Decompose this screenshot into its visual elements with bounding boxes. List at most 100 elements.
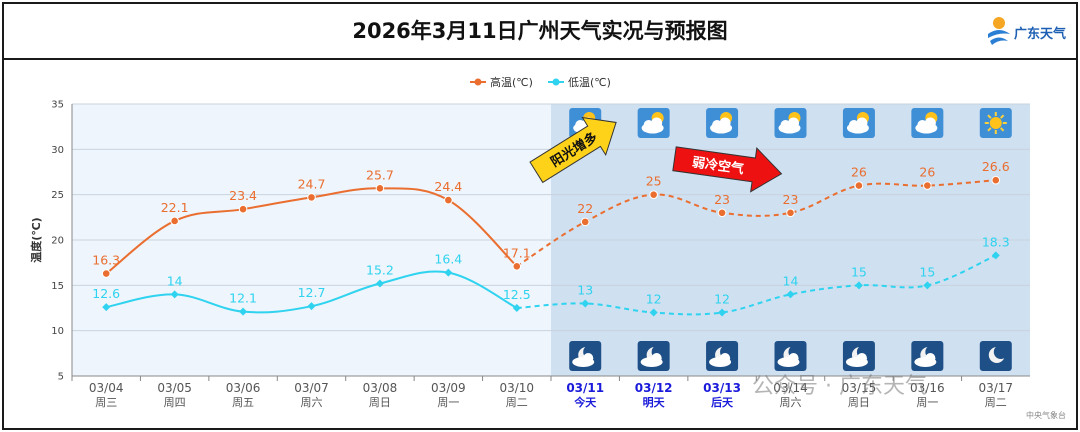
x-weekday-label: 明天 (643, 396, 666, 409)
data-label-low: 12 (646, 292, 662, 307)
cloud-puff (719, 117, 731, 129)
x-tick-label: 03/12 (635, 381, 673, 395)
y-tick-label: 20 (51, 236, 64, 247)
data-point-high (854, 181, 864, 190)
title-bar: 2026年3月11日广州天气实况与预报图 广东天气 (4, 4, 1076, 60)
page-title: 2026年3月11日广州天气实况与预报图 (352, 19, 728, 43)
data-point-high (375, 184, 385, 193)
cloud-puff (651, 117, 663, 129)
x-weekday-label: 周日 (369, 396, 391, 409)
cloud-puff (924, 117, 936, 129)
data-point-high (923, 181, 932, 190)
brand-logo: 广东天气 (984, 14, 1072, 50)
cloud-puff (856, 353, 867, 363)
data-label-high: 26 (851, 165, 867, 180)
sun-ray (987, 114, 992, 119)
data-label-high: 23.4 (229, 188, 257, 203)
data-point-low (649, 308, 658, 317)
legend-label: 高温(℃) (490, 75, 533, 89)
data-label-low: 13 (577, 282, 593, 297)
legend: 高温(℃) 低温(℃) (470, 75, 611, 89)
data-point-low (444, 268, 453, 277)
partly-cloudy-icon (706, 108, 739, 138)
cloud-puff (925, 353, 936, 363)
legend-marker (474, 78, 482, 86)
data-point-high (786, 208, 795, 218)
cloud-puff (788, 117, 799, 129)
data-label-high: 17.1 (503, 245, 531, 260)
moon-cut (993, 345, 1008, 359)
arrow-shape (672, 146, 783, 193)
cloud-puff (712, 120, 723, 130)
cloud-puff (583, 353, 594, 363)
data-label-high: 25 (646, 174, 662, 189)
sun-ray (1000, 114, 1005, 119)
x-weekday-label: 周三 (95, 396, 117, 409)
data-label-low: 15 (919, 264, 935, 279)
data-point-high (238, 204, 248, 214)
partly-cloudy-icon (637, 108, 670, 138)
x-tick-label: 03/17 (978, 381, 1013, 395)
sun-ray (987, 127, 992, 132)
cloud-puff (856, 117, 868, 129)
cloud-puff (643, 120, 654, 130)
data-label-low: 14 (167, 273, 183, 288)
data-label-high: 22 (577, 201, 593, 216)
cloud-puff (917, 120, 928, 130)
data-point-high (512, 261, 522, 271)
source-label: 中央气象台 (1026, 411, 1066, 420)
data-label-high: 16.3 (92, 253, 120, 268)
cloud-puff (575, 120, 586, 130)
x-weekday-label: 周日 (848, 396, 870, 409)
partly-cloudy-icon (774, 108, 807, 138)
partly-cloudy-icon (911, 108, 944, 138)
data-label-low: 16.4 (434, 252, 462, 267)
data-point-low (307, 302, 316, 311)
data-point-low (170, 290, 179, 299)
data-point-low (786, 290, 795, 299)
data-label-low: 12.7 (298, 285, 326, 300)
y-tick-label: 15 (51, 281, 64, 292)
cloud-puff (720, 353, 731, 363)
cloudy-night-icon (842, 341, 875, 371)
x-tick-label: 03/15 (842, 381, 877, 395)
data-point-high (101, 269, 111, 278)
y-tick-label: 30 (51, 145, 64, 156)
cold-air-arrow: 弱冷空气 (672, 146, 783, 193)
cloud-puff (788, 353, 799, 363)
cloudy-night-icon (637, 341, 670, 371)
cloud-puff (780, 120, 791, 130)
cold-air-label: 弱冷空气 (691, 154, 745, 177)
x-weekday-label: 后天 (711, 395, 734, 409)
data-point-low (718, 308, 727, 317)
y-tick-label: 5 (58, 372, 64, 383)
data-label-low: 18.3 (982, 234, 1010, 249)
x-tick-label: 03/13 (703, 381, 741, 395)
sun-disc (989, 117, 1002, 129)
data-label-low: 12.6 (92, 286, 120, 301)
data-point-high (307, 193, 316, 202)
series-line-forecast (516, 254, 997, 316)
y-tick-label: 25 (51, 190, 64, 201)
x-weekday-label: 周一 (916, 396, 938, 409)
data-point-high (444, 195, 453, 205)
x-weekday-label: 周五 (232, 396, 254, 409)
data-point-high (717, 208, 727, 218)
data-point-high (991, 175, 1001, 185)
data-point-low (375, 279, 384, 288)
data-point-low (854, 281, 863, 290)
data-label-low: 15.2 (366, 263, 394, 278)
data-label-high: 23 (714, 192, 730, 207)
y-tick-label: 10 (51, 326, 64, 337)
data-point-low (512, 304, 521, 312)
sun-ray (1000, 127, 1005, 132)
cloud-puff (651, 353, 662, 363)
x-weekday-label: 周二 (506, 396, 528, 409)
x-tick-label: 03/16 (910, 381, 945, 395)
data-label-high: 26 (919, 165, 935, 180)
cloudy-night-icon (569, 341, 602, 371)
data-label-low: 15 (851, 264, 867, 279)
legend-label: 低温(℃) (568, 76, 611, 89)
data-point-high (580, 217, 590, 227)
